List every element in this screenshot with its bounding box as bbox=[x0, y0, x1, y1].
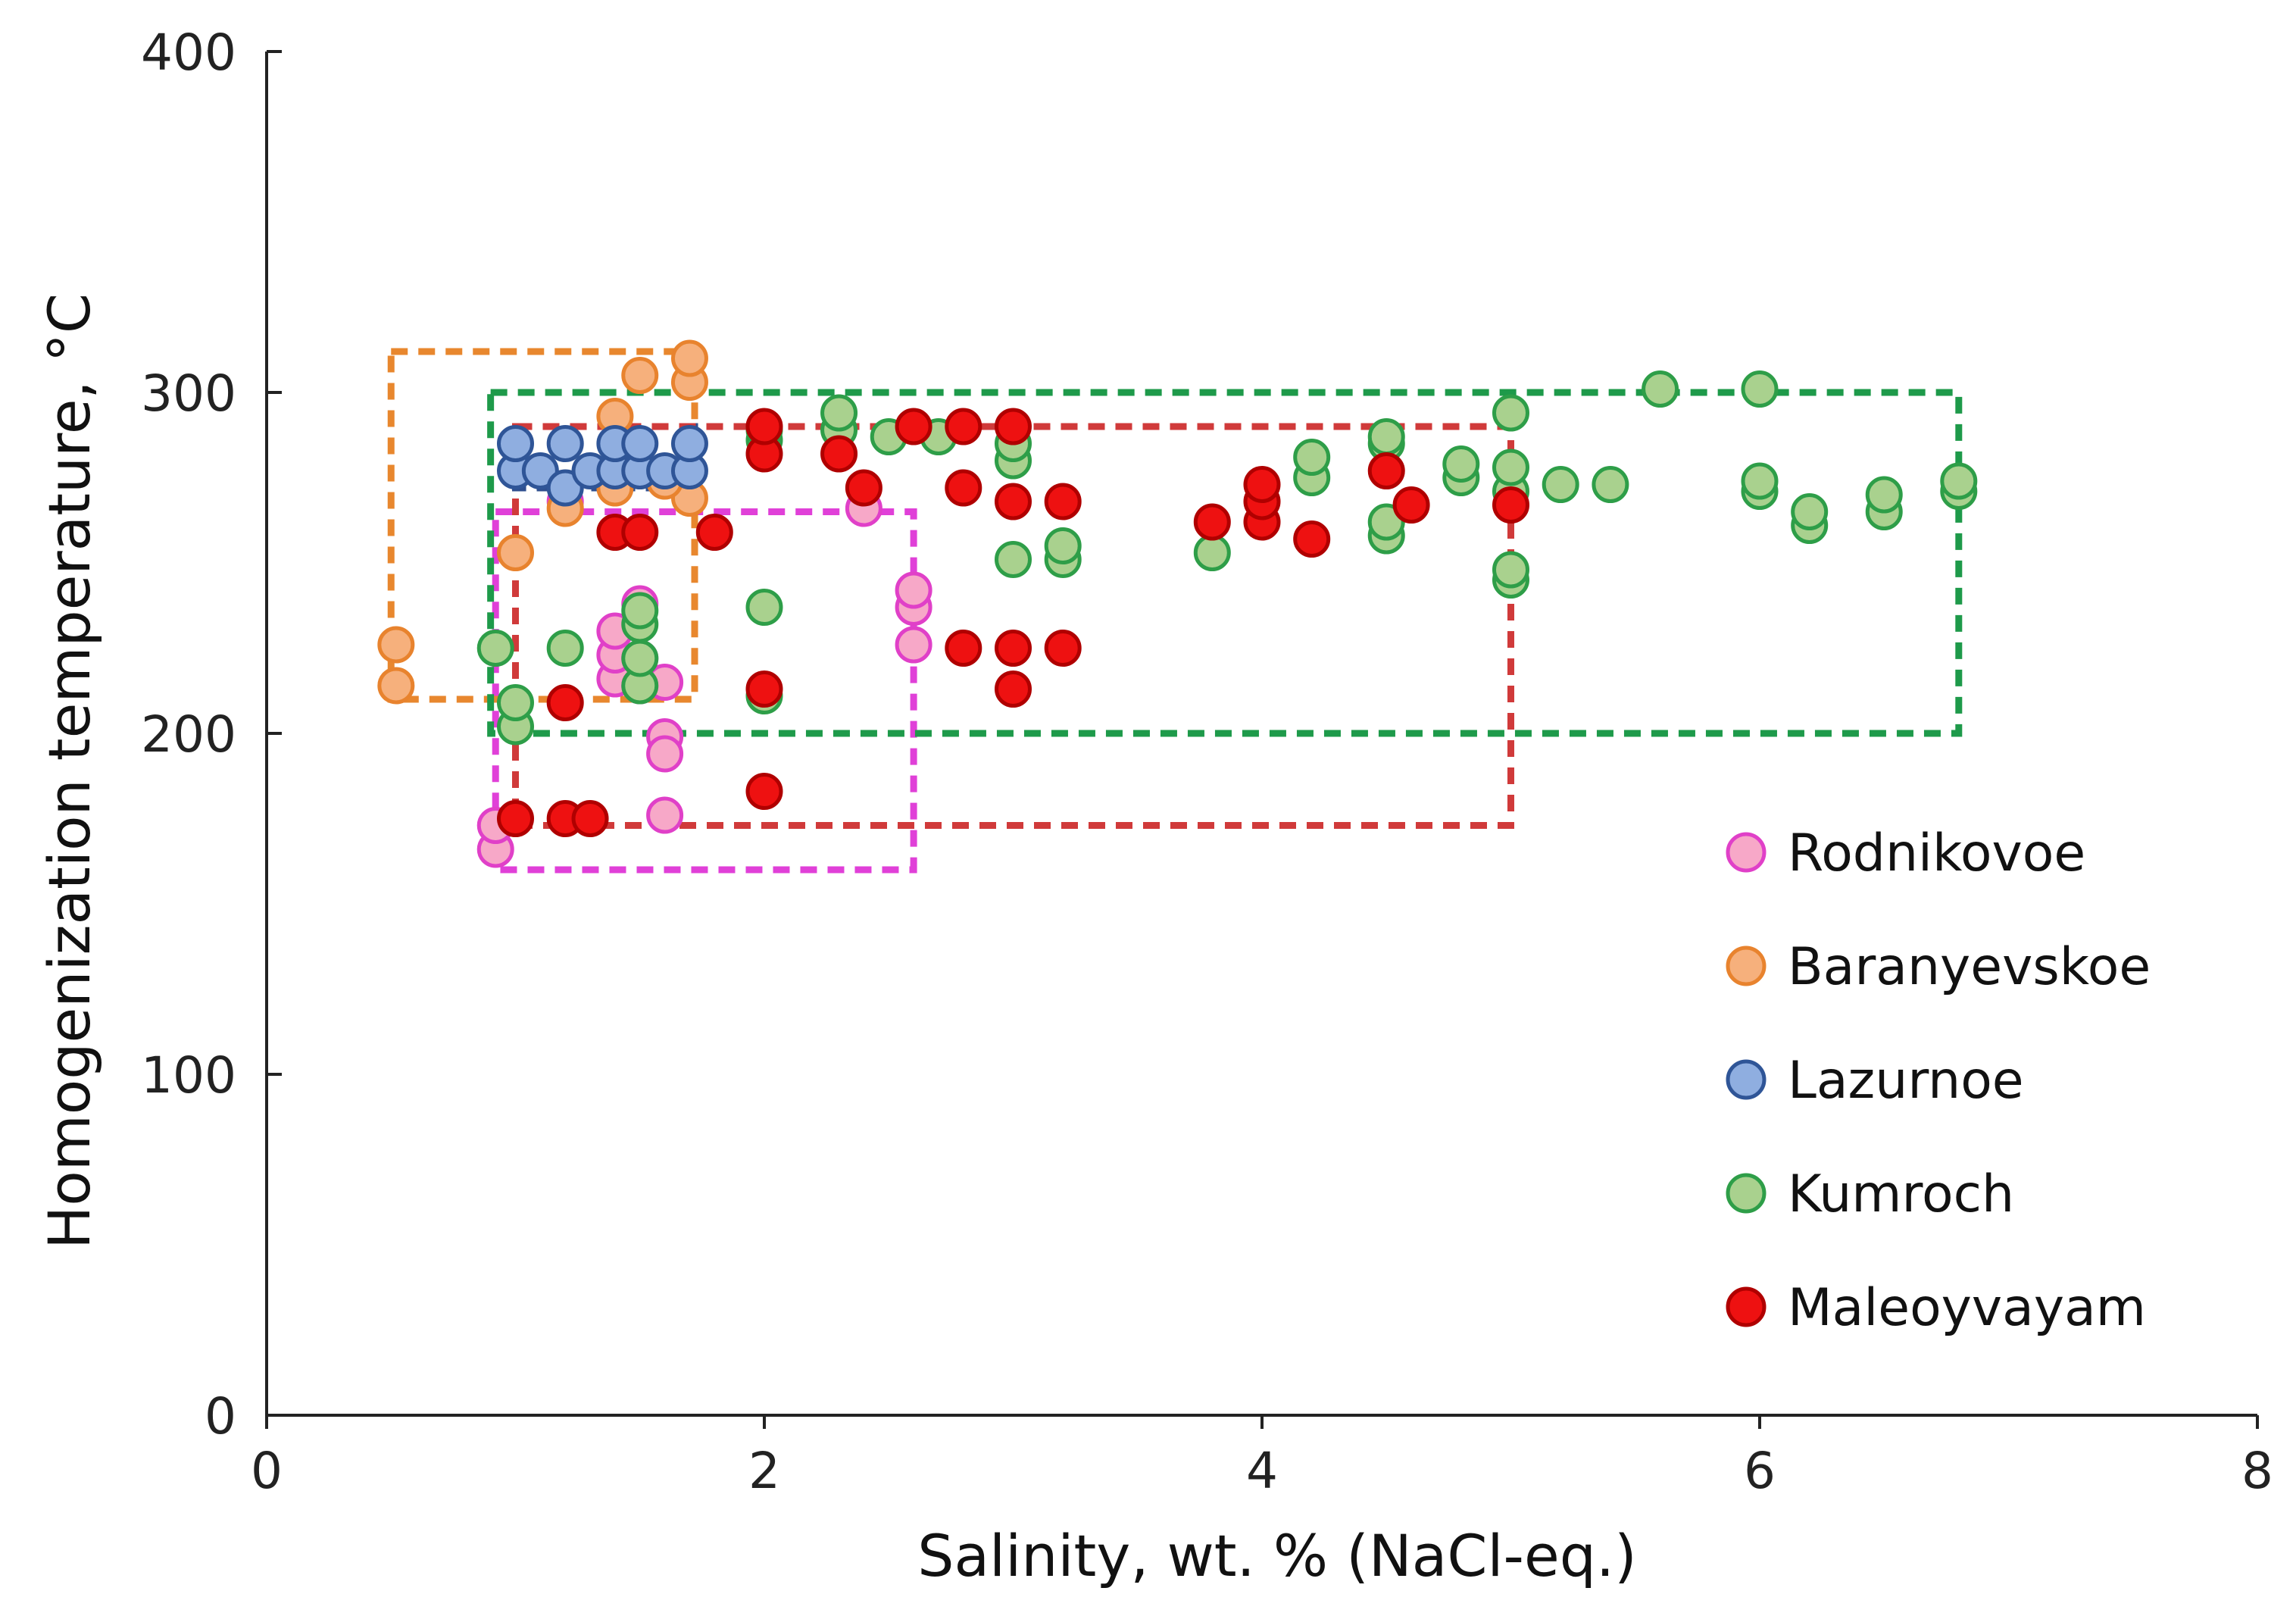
maleoyvayam-point bbox=[546, 684, 584, 721]
kumroch-point bbox=[1542, 466, 1579, 503]
lazurnoe-point bbox=[497, 425, 534, 462]
maleoyvayam-point bbox=[695, 514, 733, 551]
legend-label-rodnikovoe: Rodnikovoe bbox=[1788, 824, 2085, 883]
x-tick-label: 6 bbox=[1744, 1442, 1776, 1500]
legend-label-lazurnoe: Lazurnoe bbox=[1788, 1051, 2024, 1111]
maleoyvayam-point bbox=[621, 514, 659, 551]
legend-marker-baranyevskoe bbox=[1726, 946, 1767, 986]
kumroch-point bbox=[1193, 534, 1231, 571]
maleoyvayam-point bbox=[1243, 466, 1281, 503]
legend-marker-lazurnoe bbox=[1726, 1059, 1767, 1100]
kumroch-point bbox=[1642, 370, 1679, 408]
baranyevskoe-point bbox=[670, 339, 708, 377]
maleoyvayam-point bbox=[1392, 486, 1430, 524]
y-tick-label: 300 bbox=[141, 364, 236, 423]
axes: 0 2 4 6 8 0 100 200 300 400 bbox=[141, 23, 2273, 1500]
kumroch-point bbox=[1492, 394, 1529, 432]
maleoyvayam-point bbox=[1492, 486, 1529, 524]
kumroch-point bbox=[1442, 445, 1480, 483]
rodnikovoe-point bbox=[895, 571, 932, 609]
legend-marker-rodnikovoe bbox=[1726, 832, 1767, 873]
maleoyvayam-point bbox=[497, 800, 534, 837]
x-axis-title: Salinity, wt. % (NaCl-eq.) bbox=[917, 1522, 1637, 1589]
lazurnoe-point bbox=[670, 425, 708, 462]
rodnikovoe-point bbox=[646, 796, 684, 834]
kumroch-point bbox=[1367, 503, 1405, 541]
maleoyvayam-point bbox=[895, 408, 932, 445]
kumroch-point bbox=[1367, 418, 1405, 455]
y-tick-label: 0 bbox=[205, 1387, 236, 1446]
kumroch-point bbox=[621, 639, 659, 677]
legend-label-maleoyvayam: Maleoyvayam bbox=[1788, 1278, 2146, 1338]
kumroch-point bbox=[995, 541, 1032, 578]
maleoyvayam-point bbox=[571, 800, 609, 837]
kumroch-point bbox=[1741, 462, 1779, 500]
rodnikovoe-range-box bbox=[492, 508, 917, 874]
baranyevskoe-point bbox=[497, 534, 534, 571]
kumroch-point bbox=[1044, 527, 1082, 564]
rodnikovoe-point bbox=[895, 626, 932, 664]
maleoyvayam-point bbox=[945, 630, 982, 667]
kumroch-point bbox=[476, 630, 514, 667]
kumroch-point bbox=[1940, 462, 1978, 500]
maleoyvayam-point bbox=[1293, 520, 1331, 558]
maleoyvayam-point bbox=[1193, 503, 1231, 541]
maleoyvayam-point bbox=[995, 630, 1032, 667]
legend-label-kumroch: Kumroch bbox=[1788, 1164, 2014, 1224]
baranyevskoe-point bbox=[377, 626, 415, 664]
lazurnoe-point bbox=[621, 425, 659, 462]
y-tick-label: 400 bbox=[141, 23, 236, 82]
kumroch-point bbox=[820, 394, 858, 432]
kumroch-point bbox=[1293, 439, 1331, 476]
baranyevskoe-range-box bbox=[387, 348, 698, 703]
maleoyvayam-point bbox=[745, 670, 783, 708]
maleoyvayam-point bbox=[745, 773, 783, 810]
kumroch-point bbox=[1791, 493, 1829, 530]
baranyevskoe-point bbox=[621, 357, 659, 394]
kumroch-point bbox=[497, 684, 534, 721]
maleoyvayam-point bbox=[845, 469, 882, 507]
kumroch-point bbox=[1492, 551, 1529, 589]
x-axis-ticks: 0 2 4 6 8 bbox=[251, 1415, 2273, 1500]
y-tick-label: 100 bbox=[141, 1046, 236, 1105]
maleoyvayam-point bbox=[995, 408, 1032, 445]
x-tick-label: 8 bbox=[2241, 1442, 2273, 1500]
kumroch-point bbox=[745, 589, 783, 626]
legend-marker-kumroch bbox=[1726, 1173, 1767, 1214]
lazurnoe-point bbox=[546, 425, 584, 462]
maleoyvayam-point bbox=[995, 483, 1032, 520]
legend-label-baranyevskoe: Baranyevskoe bbox=[1788, 937, 2151, 997]
y-tick-label: 200 bbox=[141, 705, 236, 764]
maleoyvayam-point bbox=[745, 408, 783, 445]
kumroch-point bbox=[1492, 449, 1529, 486]
maleoyvayam-point bbox=[1367, 452, 1405, 489]
maleoyvayam-point bbox=[945, 469, 982, 507]
data-points bbox=[377, 339, 1978, 868]
legend: Rodnikovoe Baranyevskoe Lazurnoe Kumroch Mal… bbox=[1726, 824, 2151, 1338]
kumroch-point bbox=[546, 630, 584, 667]
maleoyvayam-point bbox=[945, 408, 982, 445]
maleoyvayam-point bbox=[1044, 630, 1082, 667]
maleoyvayam-point bbox=[820, 435, 858, 473]
y-axis-ticks: 0 100 200 300 400 bbox=[141, 23, 282, 1446]
kumroch-point bbox=[1741, 370, 1779, 408]
maleoyvayam-point bbox=[1044, 483, 1082, 520]
x-tick-label: 4 bbox=[1246, 1442, 1278, 1500]
legend-marker-maleoyvayam bbox=[1726, 1286, 1767, 1327]
rodnikovoe-point bbox=[646, 735, 684, 773]
y-axis-title: Homogenization temperature, °C bbox=[36, 293, 103, 1249]
kumroch-point bbox=[621, 592, 659, 630]
kumroch-point bbox=[1592, 466, 1629, 503]
kumroch-point bbox=[1865, 476, 1903, 514]
lazurnoe-point bbox=[521, 452, 559, 489]
lazurnoe-point bbox=[546, 469, 584, 507]
x-tick-label: 2 bbox=[748, 1442, 780, 1500]
maleoyvayam-point bbox=[995, 670, 1032, 708]
kumroch-range-box bbox=[487, 389, 1963, 737]
x-tick-label: 0 bbox=[251, 1442, 283, 1500]
baranyevskoe-point bbox=[377, 667, 415, 705]
